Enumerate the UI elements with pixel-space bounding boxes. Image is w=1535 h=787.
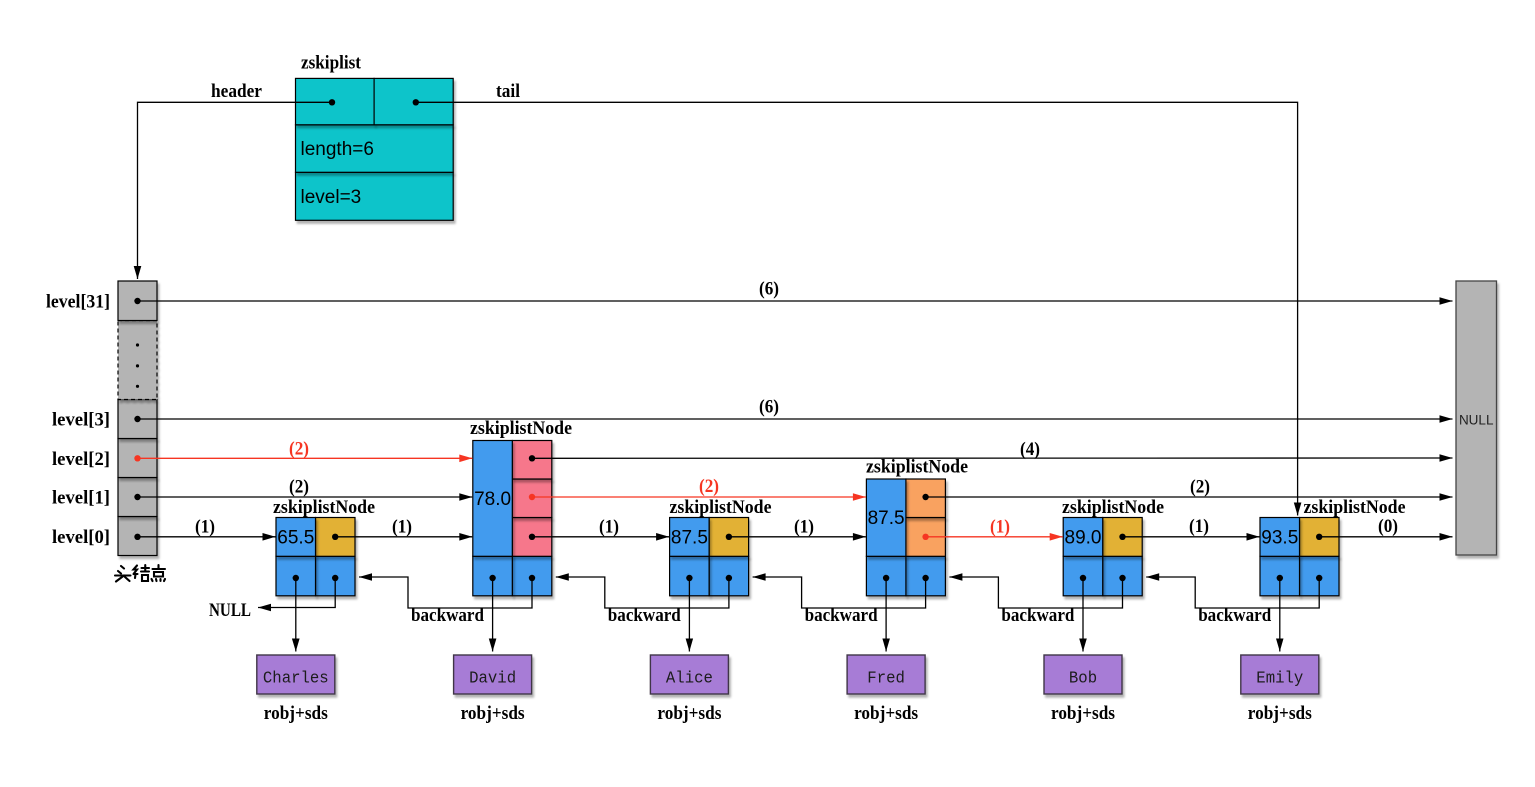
svg-text:78.0: 78.0 — [474, 489, 511, 510]
svg-text:backward: backward — [608, 605, 681, 626]
svg-text:level[0]: level[0] — [52, 527, 110, 548]
svg-text:robj+sds: robj+sds — [264, 703, 328, 724]
svg-text:robj+sds: robj+sds — [657, 703, 721, 724]
svg-text:89.0: 89.0 — [1065, 527, 1102, 548]
svg-text:(1): (1) — [794, 516, 814, 537]
svg-text:Bob: Bob — [1069, 669, 1097, 688]
svg-text:(2): (2) — [1190, 476, 1210, 497]
svg-text:zskiplistNode: zskiplistNode — [1304, 497, 1406, 518]
svg-text:NULL: NULL — [1459, 412, 1494, 427]
svg-text:level[3]: level[3] — [52, 409, 110, 430]
svg-text:(1): (1) — [195, 516, 215, 537]
svg-text:level=3: level=3 — [301, 187, 362, 208]
svg-text:level[2]: level[2] — [52, 449, 110, 470]
svg-text:backward: backward — [1198, 605, 1271, 626]
svg-text:87.5: 87.5 — [671, 527, 708, 548]
svg-text:NULL: NULL — [209, 600, 251, 621]
svg-text:David: David — [469, 669, 516, 688]
svg-text:(1): (1) — [599, 516, 619, 537]
svg-text:backward: backward — [805, 605, 878, 626]
svg-text:Fred: Fred — [867, 669, 905, 688]
svg-text:zskiplistNode: zskiplistNode — [866, 457, 968, 478]
svg-text:(1): (1) — [392, 516, 412, 537]
svg-text:backward: backward — [1001, 605, 1074, 626]
svg-text:(2): (2) — [289, 476, 309, 497]
svg-text:zskiplistNode: zskiplistNode — [273, 497, 375, 518]
svg-text:zskiplist: zskiplist — [301, 53, 362, 74]
svg-text:robj+sds: robj+sds — [1051, 703, 1115, 724]
svg-text:(4): (4) — [1020, 439, 1040, 460]
svg-text:level[1]: level[1] — [52, 487, 110, 508]
svg-text:tail: tail — [496, 81, 520, 102]
svg-text:(6): (6) — [759, 278, 779, 299]
svg-text:robj+sds: robj+sds — [461, 703, 525, 724]
svg-text:length=6: length=6 — [301, 139, 374, 160]
svg-text:robj+sds: robj+sds — [1248, 703, 1312, 724]
svg-text:87.5: 87.5 — [868, 508, 905, 529]
svg-text:(6): (6) — [759, 396, 779, 417]
svg-text:header: header — [211, 81, 263, 102]
svg-text:Charles: Charles — [263, 669, 329, 688]
svg-text:zskiplistNode: zskiplistNode — [1062, 497, 1164, 518]
svg-text:(1): (1) — [990, 516, 1010, 537]
svg-text:zskiplistNode: zskiplistNode — [670, 497, 772, 518]
svg-text:backward: backward — [411, 605, 484, 626]
svg-text:robj+sds: robj+sds — [854, 703, 918, 724]
svg-text:(2): (2) — [289, 438, 309, 459]
svg-text:93.5: 93.5 — [1261, 527, 1298, 548]
svg-text:(0): (0) — [1378, 516, 1398, 537]
svg-text:65.5: 65.5 — [277, 527, 314, 548]
svg-text:level[31]: level[31] — [46, 291, 110, 312]
svg-text:zskiplistNode: zskiplistNode — [470, 418, 572, 439]
svg-text:Emily: Emily — [1256, 669, 1303, 688]
svg-text:(2): (2) — [699, 476, 719, 497]
svg-text:(1): (1) — [1189, 516, 1209, 537]
svg-text:Alice: Alice — [666, 669, 713, 688]
